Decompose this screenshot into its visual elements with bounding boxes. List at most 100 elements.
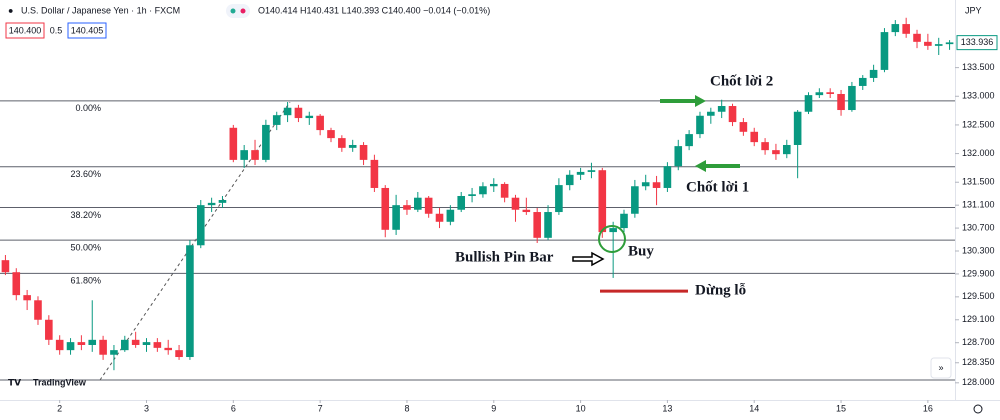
- candle-body: [500, 183, 509, 198]
- y-tick-label: 128.350: [962, 357, 995, 367]
- scroll-button[interactable]: [930, 357, 952, 379]
- x-tick-label: 13: [662, 403, 672, 413]
- candle-body: [294, 107, 303, 119]
- fib-label: 0.00%: [75, 103, 101, 113]
- status-dot: [240, 8, 246, 14]
- y-tick-label: 132.000: [962, 148, 995, 158]
- scroll-icon: »: [938, 362, 943, 372]
- candle-body: [533, 212, 541, 238]
- fib-label: 50.00%: [70, 242, 101, 252]
- candle-body: [66, 342, 75, 351]
- candle-body: [229, 127, 238, 160]
- fib-label: 38.20%: [70, 210, 101, 220]
- candle-body: [196, 205, 205, 246]
- sell-box[interactable]: [5, 22, 45, 39]
- candle-body: [283, 107, 292, 116]
- candle-body: [826, 92, 834, 94]
- annotation: Chốt lời 2: [710, 73, 773, 89]
- candle-body: [707, 111, 715, 116]
- x-tick-label: 10: [576, 403, 586, 413]
- candle-body: [880, 32, 889, 70]
- candle-body: [934, 44, 943, 46]
- candle-body: [837, 93, 845, 111]
- candle-body: [479, 186, 487, 195]
- candle-body: [750, 131, 759, 143]
- x-tick-label: 6: [231, 403, 236, 413]
- symbol-icon: ●: [8, 5, 13, 15]
- candle-body: [544, 212, 552, 238]
- y-tick-label: 130.300: [962, 245, 995, 255]
- candle-body: [88, 339, 97, 345]
- candle-body: [207, 202, 216, 206]
- candle-body: [121, 339, 129, 351]
- y-tick-label: 133.000: [962, 91, 995, 101]
- settings-icon[interactable]: [973, 404, 983, 414]
- buy-box[interactable]: [67, 22, 107, 39]
- y-tick-label: 133.500: [962, 62, 995, 72]
- candle-body: [218, 200, 227, 203]
- annotation: Bullish Pin Bar: [455, 249, 554, 265]
- y-tick-label: 131.100: [962, 200, 995, 210]
- candle-body: [848, 85, 856, 111]
- arrow-take-profit-1: [695, 160, 740, 172]
- candle-body: [327, 130, 335, 139]
- candle-body: [511, 197, 520, 210]
- arrow-take-profit-2: [660, 95, 706, 107]
- candle-body: [468, 194, 476, 196]
- candle-body: [598, 170, 607, 233]
- candle-body: [175, 350, 183, 358]
- candle-body: [348, 144, 357, 148]
- candle-body: [739, 122, 748, 132]
- candle-body: [891, 24, 900, 33]
- candle-body: [403, 205, 411, 210]
- candle-body: [34, 300, 42, 320]
- candle-body: [359, 144, 368, 160]
- candle-body: [186, 245, 194, 358]
- logo-mark: 𝗧𝗩: [8, 377, 21, 387]
- candle-body: [924, 41, 932, 46]
- candle-body: [772, 150, 780, 155]
- x-tick-label: 3: [144, 403, 149, 413]
- candle-body: [945, 42, 954, 45]
- candle-body: [641, 182, 650, 187]
- fib-label: 61.80%: [70, 276, 101, 286]
- candle-body: [587, 170, 596, 172]
- symbol: U.S. Dollar / Japanese Yen · 1h · FXCM: [21, 5, 180, 15]
- last-price-label: 133.936: [961, 37, 994, 47]
- y-tick-label: 131.500: [962, 177, 995, 187]
- x-tick-label: 9: [491, 403, 496, 413]
- x-tick-label: 7: [318, 403, 323, 413]
- candle-body: [45, 319, 53, 340]
- candle-body: [782, 144, 791, 155]
- buy-price: 140.405: [71, 25, 104, 35]
- candle-body: [674, 146, 683, 167]
- candle-body: [262, 124, 270, 160]
- arrow-pin-bar: [572, 251, 605, 267]
- candle-body: [696, 115, 704, 135]
- candle-body: [435, 213, 444, 222]
- spread: 0.5: [50, 25, 63, 35]
- candle-body: [23, 295, 31, 301]
- candle-body: [142, 342, 151, 345]
- fib-trend-line: [99, 101, 291, 381]
- annotation: Dừng lỗ: [695, 283, 746, 299]
- candle-body: [153, 342, 162, 348]
- candle-body: [414, 197, 422, 210]
- candle-body: [761, 142, 769, 151]
- candle-body: [793, 111, 802, 145]
- x-tick-label: 16: [923, 403, 933, 413]
- candle-body: [370, 159, 379, 188]
- candle-body: [858, 77, 867, 86]
- candle-body: [457, 195, 466, 210]
- y-tick-label: 129.100: [962, 314, 995, 324]
- candle-body: [12, 272, 21, 296]
- candle-body: [164, 347, 173, 351]
- candle-body: [663, 166, 672, 188]
- candle-body: [1, 260, 10, 273]
- candle-body: [446, 209, 455, 222]
- candle-body: [110, 350, 118, 355]
- candle-body: [620, 213, 628, 229]
- candle-body: [804, 95, 813, 112]
- y-tick-label: 129.900: [962, 268, 995, 278]
